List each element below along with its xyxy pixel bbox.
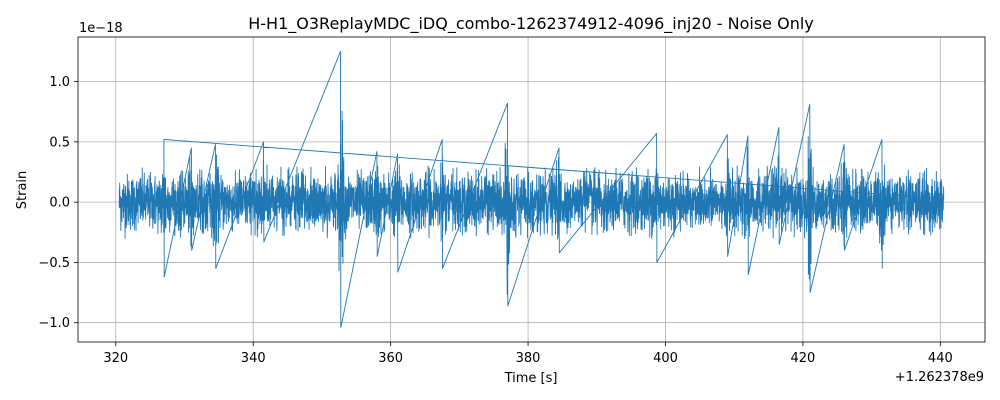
- x-tick-label: 420: [790, 351, 815, 366]
- y-axis-scale-label: 1e−18: [79, 21, 123, 36]
- y-tick-label: −0.5: [38, 256, 70, 271]
- y-axis: −1.0 −0.5 0.0 0.5 1.0: [38, 75, 78, 331]
- y-tick-label: 0.0: [49, 196, 70, 211]
- x-tick-label: 440: [928, 351, 953, 366]
- x-tick-label: 380: [516, 351, 541, 366]
- series-strain: [118, 51, 945, 328]
- y-tick-label: 1.0: [49, 75, 70, 90]
- x-axis: 320 340 360 380 400 420 440: [103, 342, 953, 366]
- y-tick-label: 0.5: [49, 135, 70, 150]
- x-tick-label: 400: [653, 351, 678, 366]
- x-axis-label: Time [s]: [504, 371, 558, 386]
- y-tick-label: −1.0: [38, 316, 70, 331]
- plot-frame: [77, 36, 986, 343]
- chart-title: H-H1_O3ReplayMDC_iDQ_combo-1262374912-40…: [248, 14, 814, 34]
- strain-trace: [118, 51, 945, 328]
- x-tick-label: 360: [378, 351, 403, 366]
- x-tick-label: 340: [241, 351, 266, 366]
- x-axis-offset-label: +1.262378e9: [895, 370, 984, 385]
- y-axis-label: Strain: [15, 171, 30, 210]
- x-tick-label: 320: [103, 351, 128, 366]
